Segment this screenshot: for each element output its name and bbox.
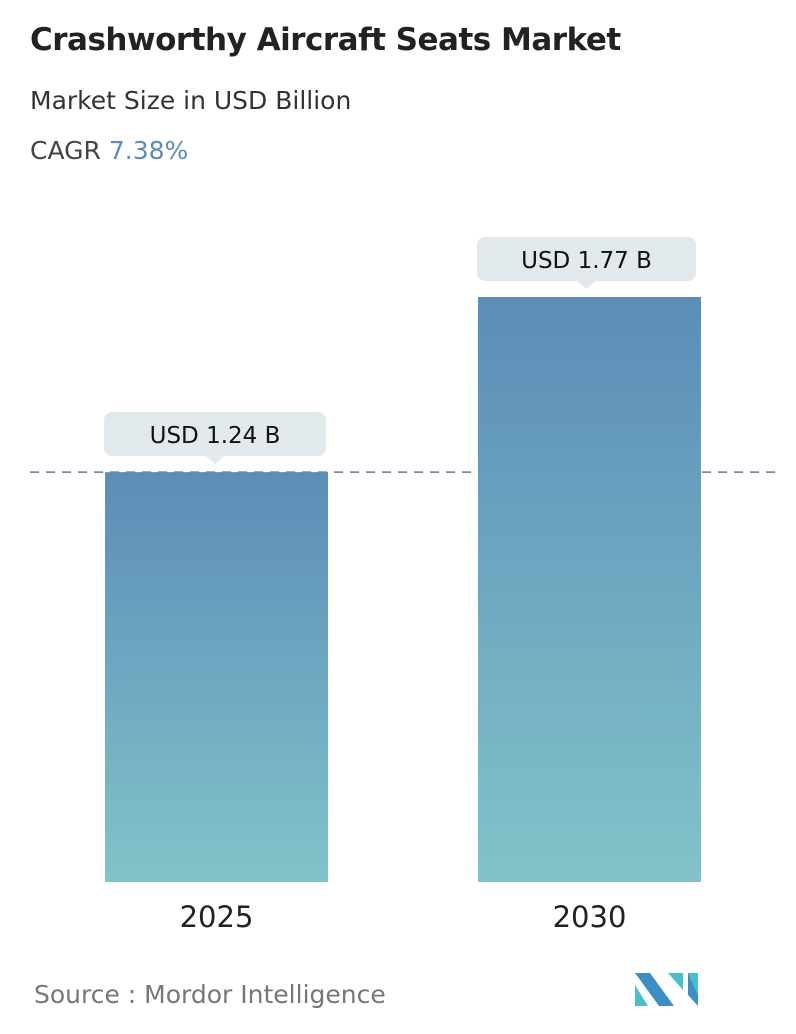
data-label-box <box>104 412 326 457</box>
cagr-label: CAGR <box>30 136 101 165</box>
chart-subtitle: Market Size in USD Billion <box>30 86 352 115</box>
cagr: CAGR 7.38% <box>30 136 188 165</box>
chart-title: Crashworthy Aircraft Seats Market <box>30 22 621 58</box>
data-label: USD 1.24 B <box>150 423 281 449</box>
source-text: Source : Mordor Intelligence <box>34 980 386 1009</box>
data-label-pointer <box>577 281 596 289</box>
data-label-pointer <box>206 456 224 465</box>
cagr-value: 7.38% <box>108 136 189 165</box>
bar-2025 <box>105 472 328 882</box>
bar-2030 <box>478 297 701 882</box>
data-label-box <box>477 237 696 281</box>
x-tick-label: 2030 <box>553 900 627 934</box>
data-label: USD 1.77 B <box>521 248 652 274</box>
x-tick-label: 2025 <box>180 900 254 934</box>
